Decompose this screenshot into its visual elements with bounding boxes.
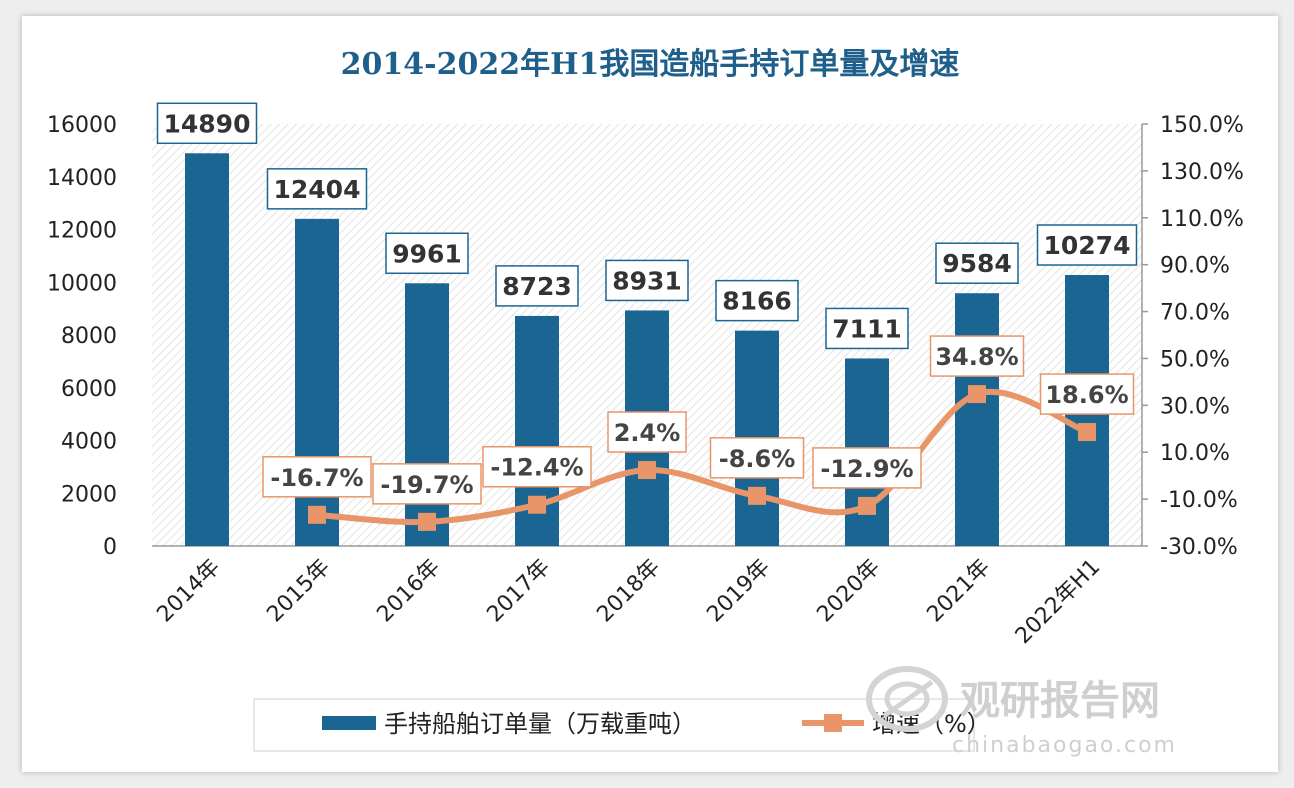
growth-label: -16.7% — [270, 464, 363, 492]
chart-svg: 2014-2022年H1我国造船手持订单量及增速 0 2000 4000 6000 80… — [47, 47, 1244, 758]
category-tick: 2021年 — [922, 555, 995, 628]
category-tick: 2020年 — [812, 555, 885, 628]
category-tick: 2022年H1 — [1011, 555, 1105, 649]
growth-label-box — [262, 456, 372, 498]
bar-label-box — [156, 102, 258, 145]
left-axis-tick: 14000 — [47, 166, 117, 191]
bar-label-box — [715, 279, 799, 322]
bar-label-box — [1036, 224, 1138, 266]
watermark-logo-icon — [866, 666, 948, 732]
growth-label: 18.6% — [1045, 381, 1128, 409]
right-axis-tick: 70.0% — [1160, 301, 1230, 326]
category-tick: 2018年 — [592, 555, 665, 628]
bar — [185, 153, 229, 546]
growth-marker — [308, 505, 326, 524]
category-tick: 2019年 — [702, 555, 775, 628]
growth-label: -8.6% — [719, 445, 796, 473]
bar-label-box — [935, 242, 1019, 284]
bar-label: 8723 — [502, 272, 572, 301]
growth-label: -12.9% — [820, 455, 913, 483]
left-axis-tick: 12000 — [47, 219, 117, 244]
legend-bar-swatch — [322, 716, 376, 730]
right-axis-tick: 130.0% — [1160, 160, 1244, 185]
right-axis-tick: 110.0% — [1160, 207, 1244, 232]
growth-marker — [1078, 423, 1096, 442]
growth-marker — [968, 385, 986, 404]
left-axis-tick: 4000 — [61, 430, 117, 455]
left-axis-tick: 2000 — [61, 482, 117, 507]
watermark: 观研报告网 chinabaogao.com — [866, 666, 1177, 758]
category-tick: 2017年 — [482, 555, 555, 628]
right-axis-tick: 150.0% — [1160, 113, 1244, 138]
growth-marker — [748, 486, 766, 505]
growth-label-box — [482, 445, 592, 488]
chart-card: 2014-2022年H1我国造船手持订单量及增速 0 2000 4000 6000 80… — [22, 16, 1278, 772]
growth-label: 2.4% — [614, 419, 681, 447]
left-axis-ticks: 0 2000 4000 6000 8000 10000 12000 14000 16000 — [47, 113, 117, 560]
bar-label: 8166 — [722, 287, 792, 316]
growth-label: -19.7% — [380, 471, 473, 499]
watermark-site: chinabaogao.com — [952, 733, 1177, 758]
left-axis-tick: 16000 — [47, 113, 117, 138]
bar-label-box — [825, 307, 909, 350]
bar — [405, 283, 449, 546]
growth-labels: -16.7% -19.7% -12.4% 2.4% -8.6% -12.9% 34.8% 18… — [262, 335, 1135, 505]
growth-label: 34.8% — [935, 343, 1018, 371]
bar-label: 7111 — [832, 314, 902, 343]
growth-line — [308, 385, 1096, 531]
growth-label-box — [812, 447, 922, 489]
bar-label: 8931 — [612, 266, 682, 295]
bar-label: 10274 — [1044, 231, 1131, 260]
right-axis-ticks: -30.0% -10.0% 10.0% 30.0% 50.0% 70.0% 90.0% 110… — [1142, 113, 1244, 560]
growth-label-box — [929, 335, 1025, 377]
bar-label: 12404 — [274, 175, 361, 204]
category-tick: 2016年 — [372, 555, 445, 628]
bar-label: 9584 — [942, 249, 1012, 278]
growth-label-box — [607, 411, 687, 453]
growth-label-box — [1039, 373, 1135, 415]
right-axis-tick: 50.0% — [1160, 347, 1230, 372]
bar — [955, 293, 999, 546]
legend-line-marker — [824, 714, 842, 732]
left-axis-tick: 0 — [103, 535, 117, 560]
bar-labels: 14890 12404 9961 8723 8931 8166 7111 9584 10274 — [156, 102, 1138, 350]
right-axis-tick: 90.0% — [1160, 254, 1230, 279]
growth-label: -12.4% — [490, 454, 583, 482]
growth-marker — [858, 496, 876, 515]
right-axis-tick: 30.0% — [1160, 394, 1230, 419]
bar-label-box — [385, 232, 469, 275]
right-axis-tick: -10.0% — [1160, 488, 1238, 513]
right-axis-tick: 10.0% — [1160, 441, 1230, 466]
bar-label-box — [605, 259, 689, 302]
legend-bar-label: 手持船舶订单量（万载重吨） — [384, 710, 696, 738]
growth-label-box — [709, 437, 805, 479]
right-axis-tick: -30.0% — [1160, 535, 1238, 560]
bar-label-box — [266, 168, 368, 210]
left-axis-tick: 8000 — [61, 324, 117, 349]
category-tick: 2014年 — [152, 555, 225, 628]
bar-label-box — [495, 265, 579, 307]
growth-marker — [418, 512, 436, 531]
left-axis-tick: 6000 — [61, 377, 117, 402]
growth-marker — [638, 461, 656, 480]
growth-marker — [528, 495, 546, 514]
bar-label: 9961 — [392, 239, 462, 268]
bar-label: 14890 — [164, 109, 251, 138]
chart-title: 2014-2022年H1我国造船手持订单量及增速 — [341, 47, 960, 82]
growth-label-box — [372, 463, 482, 505]
left-axis-tick: 10000 — [47, 271, 117, 296]
category-tick: 2015年 — [262, 555, 335, 628]
watermark-brand: 观研报告网 — [960, 678, 1160, 724]
category-ticks: 2014年 2015年 2016年 2017年 2018年 2019年 2020年 2021年… — [152, 555, 1105, 649]
